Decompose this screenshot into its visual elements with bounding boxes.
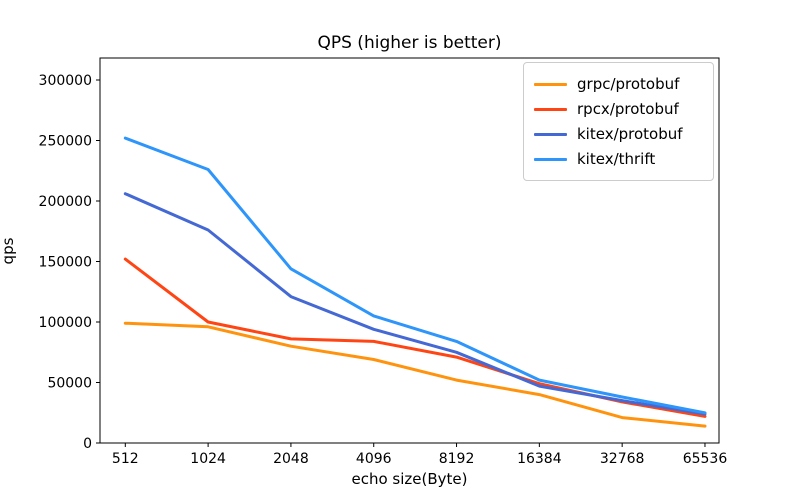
x-tick-label: 16384 (517, 451, 562, 467)
legend: grpc/protobuf rpcx/protobuf kitex/protobuf… (523, 62, 714, 181)
legend-swatch-icon (534, 132, 567, 136)
legend-label: grpc/protobuf (577, 75, 680, 93)
x-axis-label: echo size(Byte) (351, 470, 468, 488)
y-tick-label: 0 (83, 436, 92, 452)
x-tick-label: 32768 (600, 451, 645, 467)
y-tick-label: 100000 (39, 315, 92, 331)
y-tick-label: 50000 (47, 376, 92, 392)
y-tick-label: 200000 (39, 194, 92, 210)
y-tick-label: 300000 (39, 73, 92, 89)
legend-swatch-icon (534, 107, 567, 111)
y-axis-label: qps (0, 237, 17, 265)
series-line-kitex-protobuf (123, 192, 707, 416)
legend-label: kitex/protobuf (577, 125, 683, 143)
legend-label: kitex/thrift (577, 150, 656, 168)
x-tick-label: 8192 (439, 451, 475, 467)
x-tick-label: 512 (112, 451, 139, 467)
legend-item: kitex/thrift (534, 147, 703, 171)
x-tick-label: 1024 (190, 451, 226, 467)
legend-item: rpcx/protobuf (534, 97, 703, 121)
y-tick-label: 150000 (39, 255, 92, 271)
x-tick-label: 4096 (356, 451, 392, 467)
chart-title: QPS (higher is better) (317, 33, 502, 53)
legend-item: kitex/protobuf (534, 122, 703, 146)
x-tick-label: 65536 (683, 451, 728, 467)
legend-swatch-icon (534, 82, 567, 86)
legend-label: rpcx/protobuf (577, 100, 679, 118)
axes-frame (99, 57, 720, 444)
legend-swatch-icon (534, 157, 567, 161)
series-line-rpcx-protobuf (123, 257, 707, 418)
legend-item: grpc/protobuf (534, 72, 703, 96)
series-line-kitex-thrift (123, 136, 707, 415)
series-line-grpc-protobuf (123, 321, 707, 428)
y-tick-label: 250000 (39, 134, 92, 150)
x-tick-label: 2048 (273, 451, 309, 467)
